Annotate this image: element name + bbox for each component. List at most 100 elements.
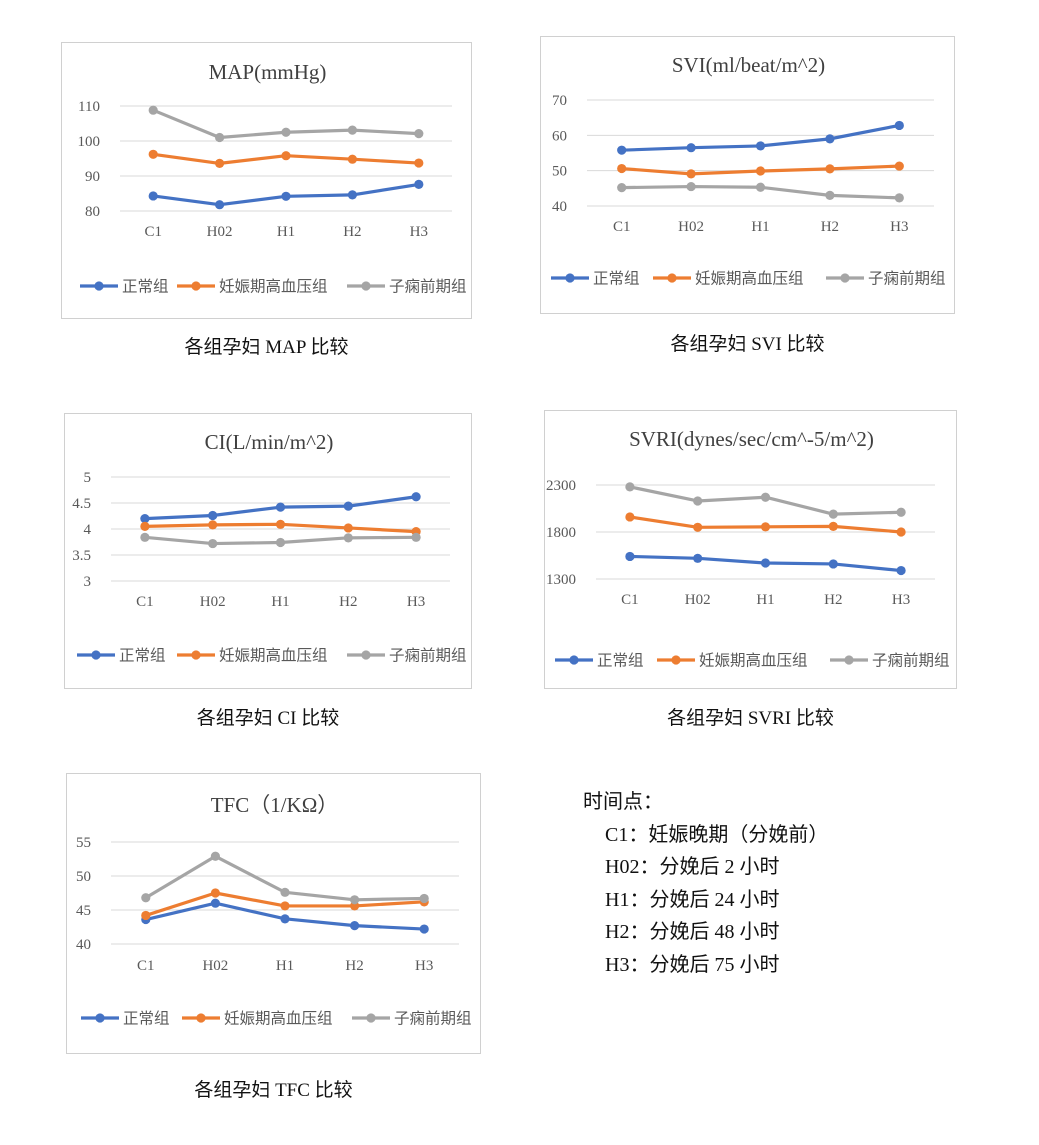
- map-legend-marker-normal: [94, 281, 104, 291]
- tfc-data-point-preeclampsia: [350, 895, 360, 905]
- svi-data-point-normal: [686, 143, 696, 153]
- ci-y-tick-label: 4: [84, 522, 92, 538]
- notes-title: 时间点：: [583, 791, 663, 813]
- tfc-y-tick-label: 40: [76, 937, 91, 953]
- ci-chart-caption: 各组孕妇 CI 比较: [196, 708, 340, 729]
- svri-x-tick-label: H1: [756, 592, 774, 608]
- svri-data-point-preeclampsia: [896, 507, 906, 517]
- map-data-point-normal: [414, 179, 424, 189]
- ci-y-tick-label: 3: [84, 574, 92, 590]
- svri-y-tick-label: 2300: [546, 478, 576, 494]
- tfc-chart-title: TFC（1/KΩ）: [211, 793, 339, 817]
- svi-legend-marker-normal: [565, 273, 575, 283]
- ci-legend-label-preeclampsia: 子痫前期组: [389, 647, 467, 665]
- tfc-legend-marker-preeclampsia: [366, 1013, 376, 1023]
- svi-data-point-gestational: [686, 169, 696, 179]
- note-line-h1: H1：分娩后 24 小时: [605, 888, 780, 911]
- svi-data-point-gestational: [825, 164, 835, 174]
- tfc-data-point-normal: [350, 921, 360, 931]
- ci-x-tick-label: H1: [271, 594, 289, 610]
- map-x-tick-label: H1: [277, 224, 295, 240]
- svri-legend-label-gestational: 妊娠期高血压组: [699, 652, 808, 670]
- tfc-data-point-preeclampsia: [419, 893, 429, 904]
- ci-legend-marker-preeclampsia: [361, 650, 371, 660]
- ci-y-tick-label: 3.5: [72, 548, 91, 564]
- tfc-legend-label-normal: 正常组: [123, 1010, 170, 1028]
- tfc-y-tick-label: 45: [76, 903, 91, 919]
- svi-x-tick-label: H1: [751, 219, 769, 235]
- svri-data-point-preeclampsia: [625, 482, 635, 492]
- map-y-tick-label: 100: [78, 134, 101, 150]
- tfc-data-point-normal: [280, 914, 290, 924]
- map-data-point-preeclampsia: [148, 105, 158, 115]
- svri-data-point-normal: [625, 551, 635, 562]
- map-legend-marker-preeclampsia: [361, 281, 371, 291]
- svri-data-point-preeclampsia: [760, 492, 771, 502]
- ci-legend-marker-normal: [91, 650, 101, 660]
- ci-data-point-preeclampsia: [411, 532, 421, 542]
- tfc-x-tick-label: H3: [415, 958, 433, 974]
- ci-data-point-gestational: [140, 521, 150, 531]
- tfc-legend-marker-normal: [95, 1013, 105, 1023]
- ci-data-point-preeclampsia: [275, 537, 286, 548]
- svi-y-tick-label: 40: [552, 199, 567, 215]
- ci-y-tick-label: 5: [84, 470, 92, 486]
- ci-x-tick-label: C1: [136, 594, 154, 610]
- map-data-point-gestational: [281, 151, 291, 161]
- tfc-data-point-preeclampsia: [141, 893, 151, 903]
- svi-legend-label-normal: 正常组: [593, 270, 640, 288]
- ci-y-tick-label: 4.5: [72, 496, 91, 512]
- map-legend-label-preeclampsia: 子痫前期组: [389, 278, 467, 296]
- svi-legend-marker-gestational: [667, 273, 677, 283]
- svi-chart-panel: SVI(ml/beat/m^2) 40 50 60 70 C1 H02 H1 H2 H3 正常组 妊娠…: [540, 36, 955, 314]
- ci-data-point-normal: [411, 492, 421, 502]
- map-data-point-normal: [281, 191, 291, 201]
- svi-x-tick-label: H2: [821, 219, 839, 235]
- svi-chart: SVI(ml/beat/m^2) 40 50 60 70 C1 H02 H1 H2 H3 正常组 妊娠…: [551, 53, 946, 288]
- map-y-tick-label: 80: [85, 204, 100, 220]
- note-line-h02: H02：分娩后 2 小时: [605, 856, 780, 878]
- svri-legend-marker-gestational: [671, 655, 681, 665]
- tfc-x-tick-label: C1: [137, 958, 155, 974]
- map-data-point-normal: [148, 191, 158, 201]
- tfc-data-point-normal: [210, 898, 220, 908]
- map-data-point-normal: [347, 190, 357, 200]
- tfc-data-point-normal: [419, 924, 429, 934]
- ci-chart-title: CI(L/min/m^2): [205, 430, 334, 454]
- tfc-data-point-gestational: [280, 901, 290, 911]
- ci-x-tick-label: H02: [200, 594, 226, 610]
- svi-data-point-preeclampsia: [686, 181, 696, 192]
- map-data-point-preeclampsia: [281, 127, 291, 137]
- ci-chart: CI(L/min/m^2) 3 3.5 4 4.5 5 C1 H02 H1 H2 H3 正常组 妊娠期高…: [72, 430, 467, 665]
- svi-data-point-normal: [755, 141, 766, 151]
- svri-chart: SVRI(dynes/sec/cm^-5/m^2) 1300 1800 2300 C1 H…: [546, 427, 950, 670]
- tfc-data-point-preeclampsia: [210, 851, 220, 861]
- map-legend-label-gestational: 妊娠期高血压组: [219, 278, 328, 296]
- svri-legend-label-normal: 正常组: [597, 652, 644, 670]
- svri-data-point-gestational: [693, 522, 703, 532]
- ci-data-point-preeclampsia: [208, 538, 218, 549]
- svi-x-tick-label: C1: [613, 219, 631, 235]
- map-data-point-gestational: [414, 158, 424, 168]
- ci-x-tick-label: H3: [407, 594, 425, 610]
- svi-y-tick-label: 60: [552, 128, 567, 144]
- ci-data-point-normal: [140, 514, 150, 524]
- tfc-data-point-preeclampsia: [280, 887, 290, 897]
- svri-legend-marker-normal: [569, 655, 579, 665]
- map-y-tick-label: 110: [78, 99, 100, 115]
- map-x-tick-label: H3: [410, 224, 428, 240]
- tfc-x-tick-label: H2: [345, 958, 363, 974]
- map-data-point-preeclampsia: [215, 132, 225, 143]
- svri-chart-panel: SVRI(dynes/sec/cm^-5/m^2) 1300 1800 2300 C1 H…: [544, 410, 957, 689]
- svri-data-point-gestational: [896, 527, 906, 537]
- ci-legend-marker-gestational: [191, 650, 201, 660]
- svi-data-point-preeclampsia: [755, 182, 766, 192]
- ci-x-tick-label: H2: [339, 594, 357, 610]
- svri-data-point-normal: [828, 559, 838, 569]
- note-line-h3: H3：分娩后 75 小时: [605, 953, 780, 976]
- svi-chart-caption: 各组孕妇 SVI 比较: [670, 334, 825, 355]
- tfc-legend-marker-gestational: [196, 1013, 206, 1023]
- svi-legend-label-preeclampsia: 子痫前期组: [868, 270, 946, 288]
- svri-data-point-preeclampsia: [693, 496, 703, 506]
- ci-data-point-preeclampsia: [140, 532, 150, 542]
